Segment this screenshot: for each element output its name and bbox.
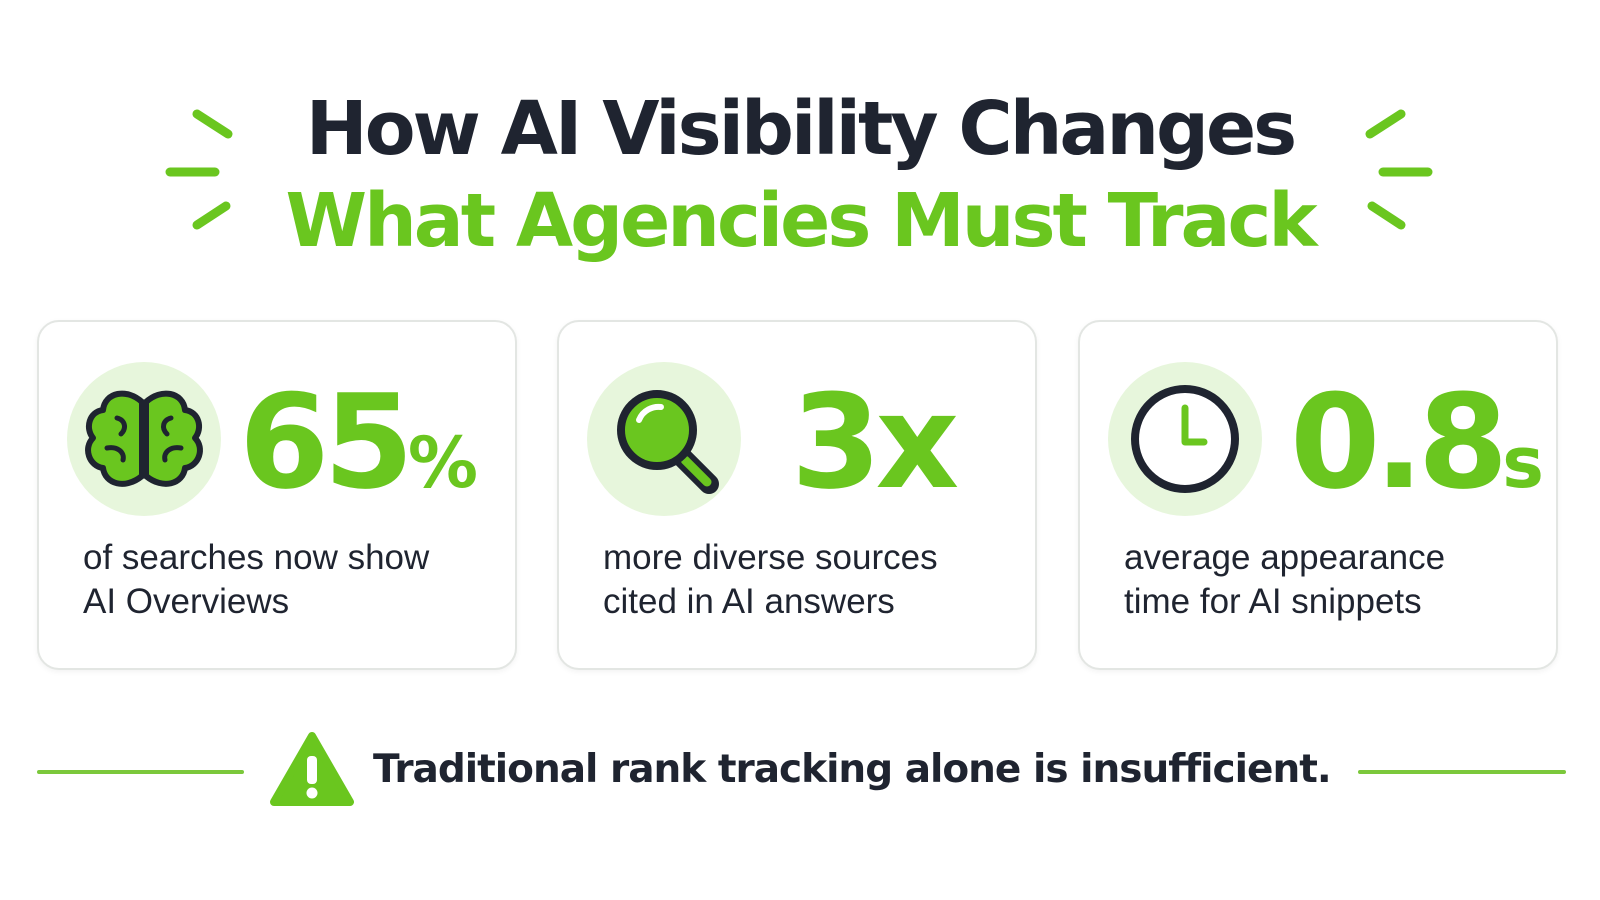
magnifier-icon <box>617 390 719 494</box>
stat-card-searches: 65% of searches now show AI Overviews <box>37 320 517 670</box>
icon-background-circle <box>1108 362 1262 516</box>
left-burst-rays <box>165 109 233 230</box>
icon-background-circle <box>67 362 221 516</box>
title-line-2: What Agencies Must Track <box>285 178 1317 264</box>
stat-description: average appearance time for AI snippets <box>1124 538 1446 621</box>
clock-icon <box>1131 385 1239 493</box>
stat-description: more diverse sources cited in AI answers <box>603 538 938 621</box>
brain-icon <box>85 390 203 487</box>
stat-card-timing: 0.8s average appearance time for AI snip… <box>1078 320 1558 670</box>
footer-message: Traditional rank tracking alone is insuf… <box>373 747 1332 792</box>
footer-divider-left <box>37 770 244 774</box>
icon-background-circle <box>587 362 741 516</box>
footer-divider-right <box>1358 770 1566 774</box>
stat-card-sources: 3x more diverse sources cited in AI answ… <box>557 320 1037 670</box>
right-burst-rays <box>1365 109 1433 230</box>
stat-value: 65% <box>239 366 479 518</box>
stat-value: 0.8s <box>1290 366 1544 518</box>
warning-icon <box>270 732 354 806</box>
stat-description: of searches now show AI Overviews <box>83 538 430 621</box>
stat-value: 3x <box>791 366 959 518</box>
title-line-1: How AI Visibility Changes <box>305 86 1297 172</box>
